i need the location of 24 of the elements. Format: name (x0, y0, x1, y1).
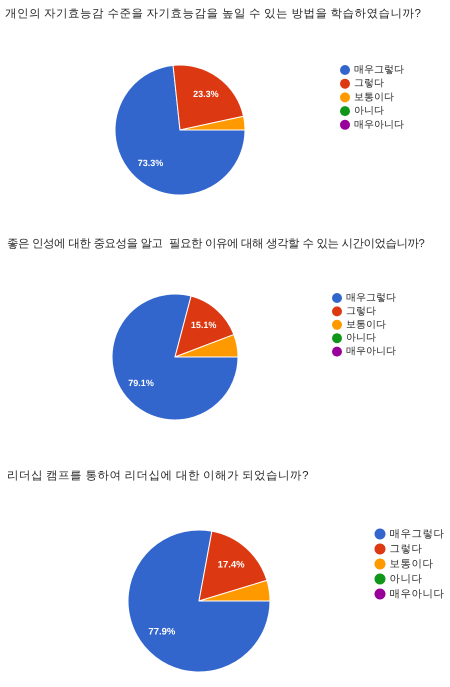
chart-title: 좋은 인성에 대한 중요성을 알고 필요한 이유에 대해 생각할 수 있는 시간이었습니까? (7, 238, 425, 250)
data-label: 23.3% (193, 89, 219, 100)
data-label: 17.4% (218, 559, 246, 570)
data-label: 77.9% (148, 626, 176, 638)
data-label: 15.1% (190, 320, 216, 330)
legend-label: 매우아니다 (346, 346, 396, 358)
legend-label: 매우그렇다 (354, 64, 404, 76)
legend-label: 매우그렇다 (346, 292, 396, 304)
legend-label: 그렇다 (390, 543, 422, 555)
legend-label: 매우그렇다 (390, 528, 444, 540)
legend-label: 보통이다 (354, 92, 394, 103)
legend-label: 그렇다 (346, 306, 376, 317)
data-label: 79.1% (128, 378, 154, 388)
legend-label: 아니다 (346, 332, 376, 344)
chart-title: 리더십 캠프를 통하여 리더십에 대한 이해가 되었습니까? (7, 470, 309, 482)
data-label: 73.3% (138, 158, 164, 168)
legend-label: 아니다 (390, 573, 422, 585)
legend-label: 매우아니다 (390, 588, 444, 600)
legend-label: 그렇다 (354, 78, 384, 90)
chart-title: 개인의 자기효능감 수준을 자기효능감을 높일 수 있는 방법을 학습하였습니까? (5, 8, 421, 20)
legend-label: 매우아니다 (354, 119, 404, 130)
legend-label: 보통이다 (390, 558, 434, 570)
legend-label: 아니다 (354, 106, 384, 117)
legend-label: 보통이다 (346, 319, 386, 330)
